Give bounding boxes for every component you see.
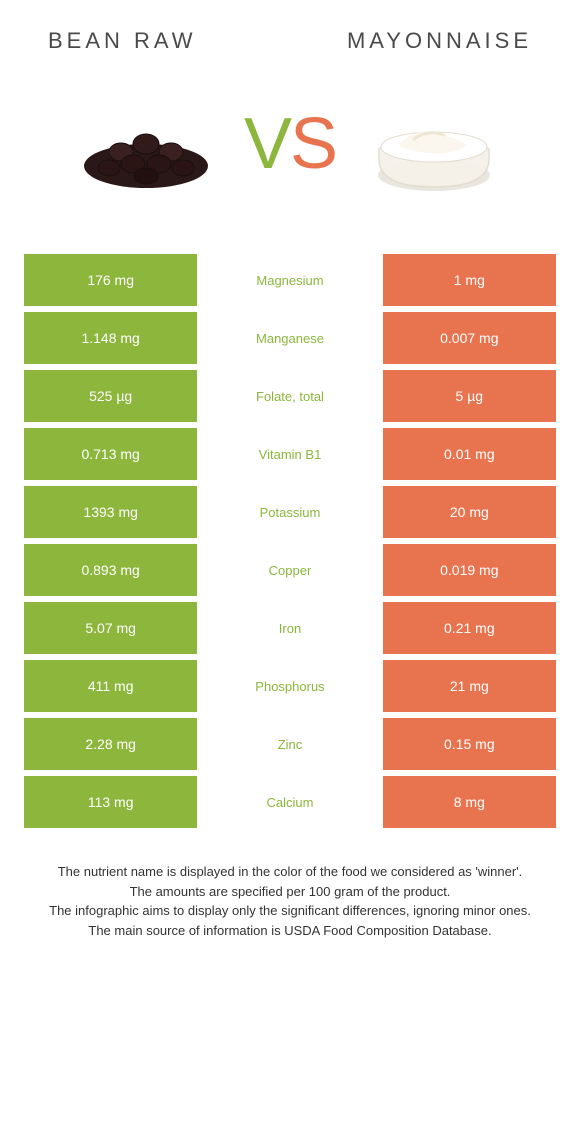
table-row: 5.07 mgIron0.21 mg <box>24 602 556 654</box>
cell-left-value: 0.713 mg <box>24 428 197 480</box>
nutrient-table: 176 mgMagnesium1 mg 1.148 mgManganese0.00… <box>24 254 556 828</box>
cell-right-value: 1 mg <box>383 254 556 306</box>
cell-right-value: 0.007 mg <box>383 312 556 364</box>
cell-right-value: 0.019 mg <box>383 544 556 596</box>
food-image-left <box>66 84 226 204</box>
cell-nutrient-label: Zinc <box>203 718 376 770</box>
cell-nutrient-label: Folate, total <box>203 370 376 422</box>
table-row: 113 mgCalcium8 mg <box>24 776 556 828</box>
table-row: 0.713 mgVitamin B10.01 mg <box>24 428 556 480</box>
cell-nutrient-label: Iron <box>203 602 376 654</box>
cell-left-value: 113 mg <box>24 776 197 828</box>
table-row: 0.893 mgCopper0.019 mg <box>24 544 556 596</box>
header-right-title: MAYONNAISE <box>347 28 532 54</box>
header-left-title: BEAN RAW <box>48 28 197 54</box>
cell-right-value: 0.21 mg <box>383 602 556 654</box>
cell-left-value: 176 mg <box>24 254 197 306</box>
food-image-right <box>354 84 514 204</box>
cell-right-value: 8 mg <box>383 776 556 828</box>
cell-right-value: 0.01 mg <box>383 428 556 480</box>
cell-nutrient-label: Potassium <box>203 486 376 538</box>
cell-right-value: 20 mg <box>383 486 556 538</box>
cell-left-value: 411 mg <box>24 660 197 712</box>
vs-letter-s: S <box>290 104 336 184</box>
footnote-line: The amounts are specified per 100 gram o… <box>30 882 550 902</box>
footnote-line: The infographic aims to display only the… <box>30 901 550 921</box>
table-row: 1.148 mgManganese0.007 mg <box>24 312 556 364</box>
table-row: 411 mgPhosphorus21 mg <box>24 660 556 712</box>
cell-nutrient-label: Phosphorus <box>203 660 376 712</box>
cell-nutrient-label: Vitamin B1 <box>203 428 376 480</box>
cell-nutrient-label: Magnesium <box>203 254 376 306</box>
vs-letter-v: V <box>244 104 290 184</box>
cell-right-value: 21 mg <box>383 660 556 712</box>
cell-nutrient-label: Copper <box>203 544 376 596</box>
header: BEAN RAW MAYONNAISE <box>0 0 580 74</box>
cell-right-value: 0.15 mg <box>383 718 556 770</box>
cell-left-value: 5.07 mg <box>24 602 197 654</box>
cell-left-value: 0.893 mg <box>24 544 197 596</box>
cell-nutrient-label: Calcium <box>203 776 376 828</box>
table-row: 2.28 mgZinc0.15 mg <box>24 718 556 770</box>
footnote-line: The main source of information is USDA F… <box>30 921 550 941</box>
cell-left-value: 1.148 mg <box>24 312 197 364</box>
table-row: 525 µgFolate, total5 µg <box>24 370 556 422</box>
cell-right-value: 5 µg <box>383 370 556 422</box>
footnote: The nutrient name is displayed in the co… <box>30 862 550 940</box>
footnote-line: The nutrient name is displayed in the co… <box>30 862 550 882</box>
cell-left-value: 2.28 mg <box>24 718 197 770</box>
versus-row: VS <box>0 74 580 234</box>
cell-left-value: 525 µg <box>24 370 197 422</box>
cell-nutrient-label: Manganese <box>203 312 376 364</box>
vs-label: VS <box>244 103 336 185</box>
table-row: 176 mgMagnesium1 mg <box>24 254 556 306</box>
table-row: 1393 mgPotassium20 mg <box>24 486 556 538</box>
cell-left-value: 1393 mg <box>24 486 197 538</box>
